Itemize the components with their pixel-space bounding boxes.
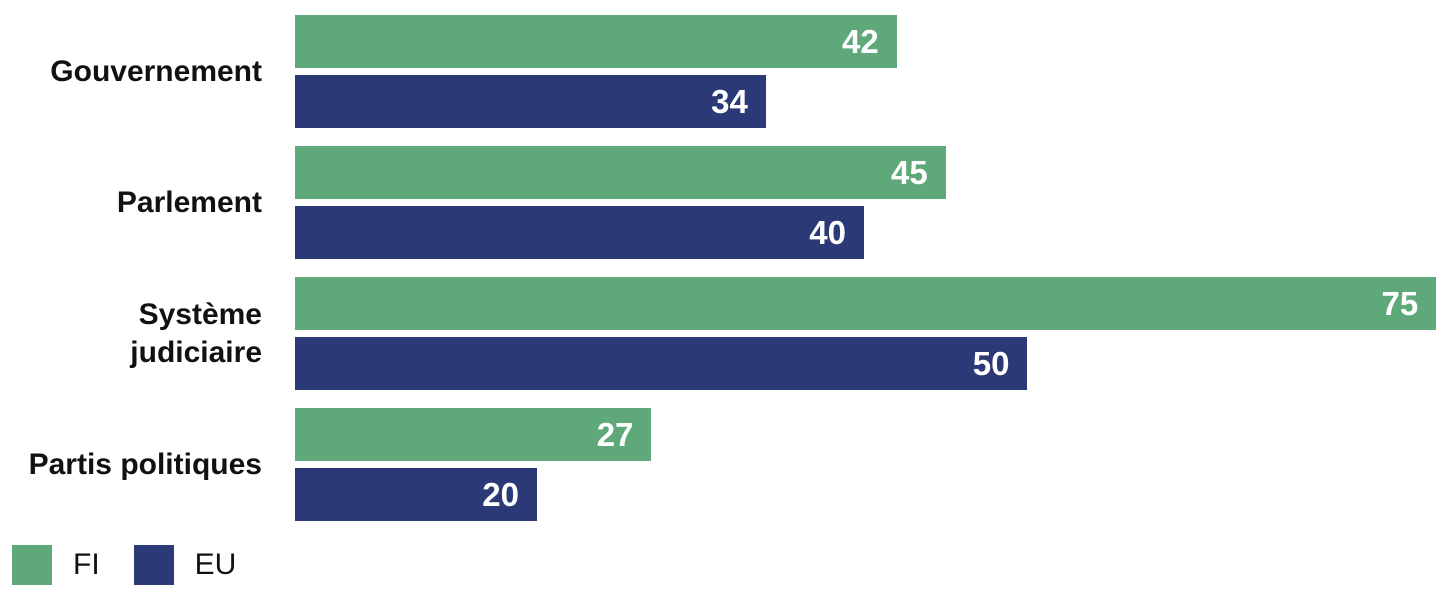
- bar-value-label: 34: [711, 83, 748, 120]
- bar-fi: 27: [295, 408, 652, 461]
- chart-row: Système judiciaire 75 50: [0, 277, 1437, 390]
- category-label: Parlement: [116, 185, 262, 219]
- category-label-cell: Système judiciaire: [0, 277, 295, 390]
- bars-cell: 75 50: [295, 277, 1437, 390]
- bars-cell: 42 34: [295, 15, 1437, 128]
- category-label-cell: Parlement: [0, 146, 295, 259]
- bar-eu: 40: [295, 206, 864, 259]
- chart-row: Gouvernement 42 34: [0, 15, 1437, 128]
- bar-fi: 42: [295, 15, 897, 68]
- chart-row: Partis politiques 27 20: [0, 408, 1437, 521]
- legend-label-fi: FI: [73, 548, 100, 581]
- bar-value-label: 40: [809, 214, 846, 251]
- category-label: Partis politiques: [28, 447, 262, 481]
- legend-label-eu: EU: [194, 548, 237, 581]
- legend-swatch-fi: [12, 545, 52, 585]
- legend: FI EU: [12, 545, 1437, 585]
- bar-value-label: 75: [1381, 285, 1419, 322]
- bar-value-label: 45: [890, 154, 928, 191]
- bar-eu: 34: [295, 75, 766, 128]
- category-label: Système judiciaire: [130, 298, 262, 369]
- bar-eu: 50: [295, 337, 1028, 390]
- chart-rows: Gouvernement 42 34 Parlement 45 40 Système jud…: [0, 15, 1437, 521]
- category-label-cell: Gouvernement: [0, 15, 295, 128]
- bar-value-label: 20: [482, 476, 519, 513]
- bars-cell: 45 40: [295, 146, 1437, 259]
- bar-fi: 45: [295, 146, 946, 199]
- category-label-cell: Partis politiques: [0, 408, 295, 521]
- bar-value-label: 42: [842, 23, 879, 60]
- bar-value-label: 27: [596, 416, 634, 453]
- bar-fi: 75: [295, 277, 1437, 330]
- bar-value-label: 50: [972, 345, 1010, 382]
- bar-eu: 20: [295, 468, 537, 521]
- chart-row: Parlement 45 40: [0, 146, 1437, 259]
- bars-cell: 27 20: [295, 408, 1437, 521]
- legend-swatch-eu: [133, 545, 174, 585]
- category-label: Gouvernement: [50, 54, 262, 88]
